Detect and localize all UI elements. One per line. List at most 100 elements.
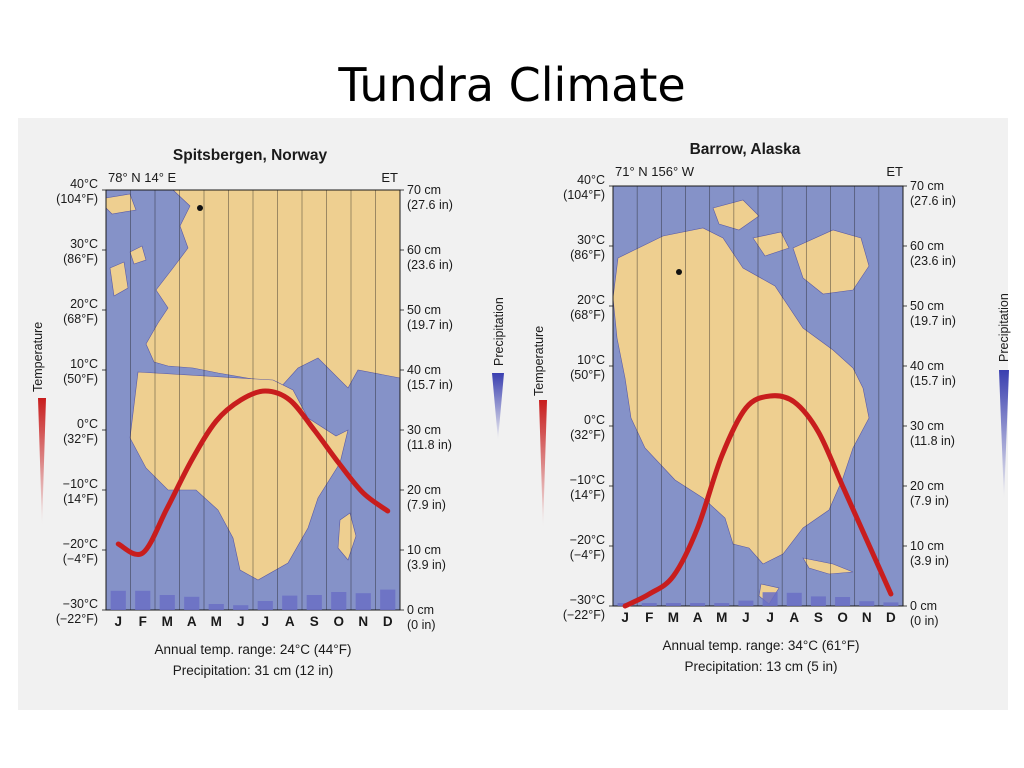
temperature-tick-label: (86°F) [570,248,605,262]
temperature-tick-label: 0°C [584,413,605,427]
precipitation-bar [738,600,754,606]
precipitation-axis: 70 cm(27.6 in) 60 cm(23.6 in) 50 cm(19.7 i… [903,179,956,628]
temperature-axis: 40°C(104°F) 30°C(86°F) 20°C(68°F) 10°C(50°F… [56,177,106,626]
precipitation-tick-label: 50 cm [910,299,944,313]
precipitation-bar [641,603,657,606]
precipitation-tick-label: (0 in) [407,618,435,632]
precipitation-tick-label: 70 cm [407,183,441,197]
temperature-tick-label: 40°C [577,173,605,187]
month-label: J [621,610,629,625]
temperature-tick-label: (68°F) [63,312,98,326]
precipitation-tick-label: (7.9 in) [407,498,446,512]
precipitation-axis-label: Precipitation [997,293,1011,362]
temperature-tick-label: (50°F) [63,372,98,386]
month-label: J [114,614,122,629]
precipitation-axis-wedge [999,370,1009,500]
temperature-tick-label: −20°C [63,537,98,551]
month-label: S [310,614,319,629]
annual-temp-range: Annual temp. range: 24°C (44°F) [155,642,352,657]
precipitation-tick-label: (3.9 in) [910,554,949,568]
precipitation-tick-label: (11.8 in) [407,438,452,452]
precipitation-tick-label: 20 cm [910,479,944,493]
precipitation-tick-label: (19.7 in) [407,318,453,332]
month-label: M [162,614,173,629]
precipitation-tick-label: (15.7 in) [407,378,453,392]
precipitation-tick-label: (7.9 in) [910,494,949,508]
precipitation-bars [110,589,396,610]
month-label: M [716,610,727,625]
annual-precipitation: Precipitation: 13 cm (5 in) [684,659,837,674]
precipitation-axis-label: Precipitation [492,297,506,366]
precipitation-bar [665,603,681,606]
temperature-tick-label: 20°C [577,293,605,307]
month-label: J [742,610,750,625]
precipitation-tick-label: 0 cm [407,603,434,617]
precipitation-tick-label: (0 in) [910,614,938,628]
month-label: O [837,610,848,625]
annual-precipitation: Precipitation: 31 cm (12 in) [173,663,334,678]
precipitation-tick-label: (23.6 in) [910,254,956,268]
month-label: A [187,614,197,629]
precipitation-tick-label: 10 cm [910,539,944,553]
temperature-axis-label: Temperature [532,326,546,396]
precipitation-tick-label: 0 cm [910,599,937,613]
month-label: A [285,614,295,629]
temperature-axis: 40°C(104°F) 30°C(86°F) 20°C(68°F) 10°C(50°F… [563,173,613,622]
month-label: N [358,614,368,629]
precipitation-bar [786,592,802,606]
precipitation-bar [835,597,851,606]
temperature-tick-label: (68°F) [570,308,605,322]
month-label: O [333,614,344,629]
precipitation-bars [617,592,899,606]
month-label: J [261,614,269,629]
temperature-tick-label: −30°C [570,593,605,607]
precipitation-bar [355,593,371,610]
temperature-tick-label: (50°F) [570,368,605,382]
background-map [105,189,401,581]
precipitation-bar [184,596,200,610]
precipitation-tick-label: 30 cm [910,419,944,433]
precipitation-bar [159,595,175,610]
precipitation-axis: 70 cm(27.6 in) 60 cm(23.6 in) 50 cm(19.7 i… [400,183,453,632]
station-marker [197,205,203,211]
temperature-tick-label: 10°C [70,357,98,371]
precipitation-bar [306,595,322,610]
precipitation-tick-label: (19.7 in) [910,314,956,328]
precipitation-tick-label: 60 cm [407,243,441,257]
temperature-axis-label: Temperature [31,322,45,392]
precipitation-bar [110,590,126,610]
chart-coordinates: 71° N 156° W [615,164,695,179]
month-grid [130,190,376,610]
precipitation-bar [282,595,298,610]
temperature-tick-label: (−22°F) [563,608,605,622]
precipitation-bar [208,604,224,610]
precipitation-tick-label: (3.9 in) [407,558,446,572]
month-label: M [211,614,222,629]
chart-location-title: Barrow, Alaska [690,141,801,158]
plot-frame [612,185,904,607]
precipitation-axis-wedge [492,373,504,440]
figure-panel: Spitsbergen, Norway 78° N 14° E ET 40°C(… [18,118,1011,710]
temperature-tick-label: (32°F) [570,428,605,442]
slide-title: Tundra Climate [338,58,686,112]
annual-temp-range: Annual temp. range: 34°C (61°F) [663,638,860,653]
precipitation-tick-label: (11.8 in) [910,434,955,448]
precipitation-tick-label: (27.6 in) [910,194,956,208]
precipitation-bar [257,601,273,610]
month-label: J [766,610,774,625]
temperature-tick-label: 40°C [70,177,98,191]
precipitation-bar [690,603,706,606]
climograph-spitsbergen: Spitsbergen, Norway 78° N 14° E ET 40°C(… [31,147,506,678]
precipitation-tick-label: (27.6 in) [407,198,453,212]
temperature-tick-label: (14°F) [63,492,98,506]
month-label: F [139,614,147,629]
precipitation-tick-label: (15.7 in) [910,374,956,388]
temperature-tick-label: (−4°F) [63,552,98,566]
chart-location-title: Spitsbergen, Norway [173,147,328,164]
precipitation-tick-label: 50 cm [407,303,441,317]
precipitation-tick-label: 10 cm [407,543,441,557]
precipitation-bar [135,590,151,610]
temperature-tick-label: −20°C [570,533,605,547]
plot-frame [105,189,401,611]
